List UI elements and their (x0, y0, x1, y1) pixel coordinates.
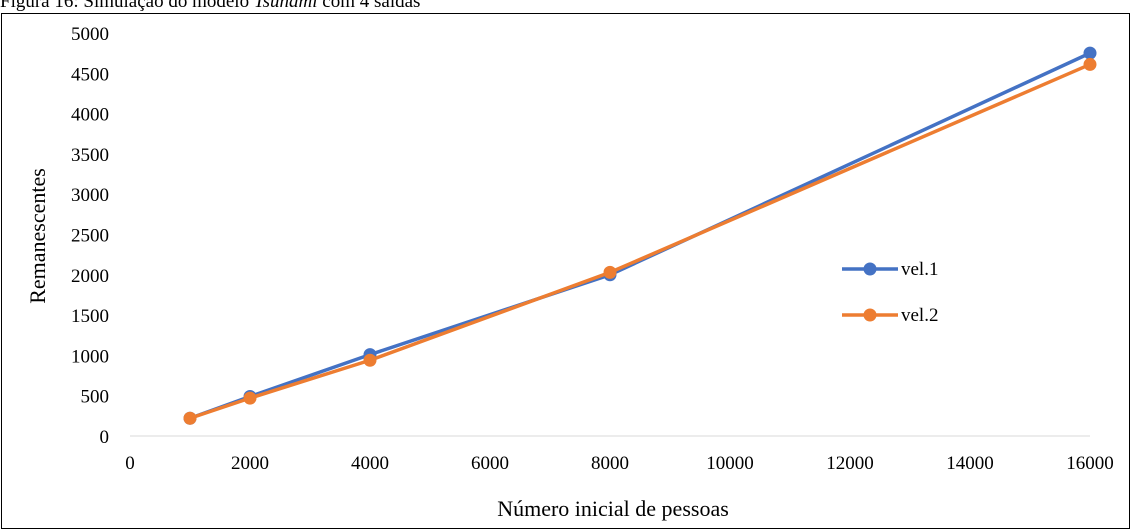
x-tick-labels: 0 2000 4000 6000 8000 10000 12000 14000 16000 (125, 453, 1114, 474)
legend-item: vel.1 (842, 259, 938, 280)
x-tick-label: 14000 (946, 453, 994, 474)
x-tick-label: 6000 (471, 453, 509, 474)
y-tick-label: 500 (81, 387, 110, 408)
legend-label: vel.2 (901, 305, 938, 326)
data-point (364, 354, 377, 367)
y-tick-label: 1500 (71, 306, 109, 327)
y-tick-label: 3000 (71, 185, 109, 206)
data-point (1084, 47, 1097, 60)
legend-item: vel.2 (842, 305, 938, 326)
y-tick-label: 2000 (71, 266, 109, 287)
series-line (190, 64, 1090, 418)
x-tick-label: 16000 (1066, 453, 1114, 474)
x-tick-label: 12000 (826, 453, 874, 474)
series-line (190, 53, 1090, 418)
y-tick-label: 0 (100, 427, 110, 448)
x-tick-label: 10000 (706, 453, 754, 474)
x-tick-label: 2000 (231, 453, 269, 474)
y-tick-labels: 0 500 1000 1500 2000 2500 3000 3500 4000 4500 5000 (71, 24, 109, 448)
x-axis-title: Número inicial de pessoas (497, 496, 729, 521)
y-tick-label: 1000 (71, 346, 109, 367)
legend-label: vel.1 (901, 259, 938, 280)
data-point (244, 392, 257, 405)
y-tick-label: 3500 (71, 145, 109, 166)
data-point (604, 266, 617, 279)
series-group (184, 47, 1097, 425)
series-vel.1 (184, 47, 1097, 425)
x-tick-label: 4000 (351, 453, 389, 474)
data-point (184, 412, 197, 425)
x-tick-label: 0 (125, 453, 135, 474)
legend: vel.1 vel.2 (842, 259, 938, 326)
x-tick-label: 8000 (591, 453, 629, 474)
legend-swatch-marker (864, 309, 877, 322)
y-axis-title: Remanescentes (25, 168, 50, 304)
legend-swatch-marker (864, 263, 877, 276)
y-tick-label: 4000 (71, 105, 109, 126)
y-tick-label: 2500 (71, 226, 109, 247)
y-tick-label: 4500 (71, 64, 109, 85)
y-tick-label: 5000 (71, 24, 109, 45)
data-point (1084, 58, 1097, 71)
